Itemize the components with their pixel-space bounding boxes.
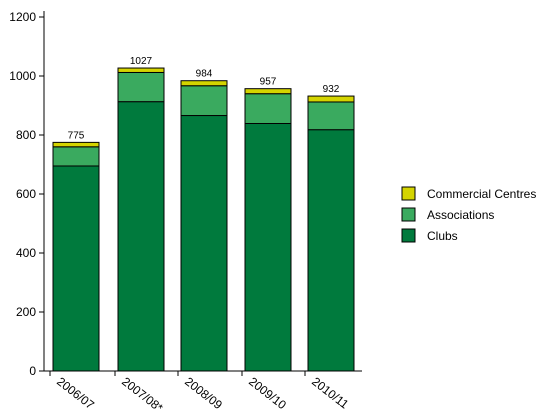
bar-total-label: 775 bbox=[68, 130, 85, 141]
bar-segment-associations bbox=[244, 93, 292, 124]
bar-segment-commercial-centres bbox=[180, 80, 228, 87]
bar-segment-associations bbox=[117, 71, 165, 103]
x-tick-label: 2007/08* bbox=[119, 374, 166, 414]
y-tick-label: 0 bbox=[29, 364, 36, 378]
y-tick-label: 1000 bbox=[9, 69, 36, 83]
bar-segment-clubs bbox=[180, 115, 228, 372]
y-tick-label: 800 bbox=[16, 128, 36, 142]
bar-segment-clubs bbox=[117, 101, 165, 372]
x-tick-label: 2008/09 bbox=[182, 374, 225, 412]
legend-label: Commercial Centres bbox=[427, 187, 536, 201]
y-tick-label: 1200 bbox=[9, 10, 36, 24]
bar-total-label: 984 bbox=[196, 69, 213, 80]
x-tick-label: 2006/07 bbox=[54, 374, 97, 412]
bar-segment-commercial-centres bbox=[307, 95, 355, 103]
bar-segment-clubs bbox=[307, 129, 355, 372]
bars bbox=[52, 67, 355, 372]
bar-segment-commercial-centres bbox=[52, 141, 100, 148]
bar-segment-associations bbox=[52, 146, 100, 167]
legend-label: Clubs bbox=[427, 229, 458, 243]
legend: Commercial Centres Associations Clubs bbox=[401, 186, 536, 243]
bar-segment-associations bbox=[180, 85, 228, 117]
x-tick-label: 2009/10 bbox=[246, 374, 289, 412]
legend-swatch bbox=[401, 186, 416, 201]
bar-segment-clubs bbox=[52, 165, 100, 372]
x-tick-label: 2010/11 bbox=[309, 374, 351, 411]
bar-total-label: 1027 bbox=[130, 56, 153, 67]
bar-segment-commercial-centres bbox=[117, 67, 165, 73]
y-tick-label: 200 bbox=[16, 305, 36, 319]
legend-swatch bbox=[401, 207, 416, 222]
y-tick-label: 400 bbox=[16, 246, 36, 260]
legend-label: Associations bbox=[427, 208, 494, 222]
bar-segment-commercial-centres bbox=[244, 88, 292, 95]
bar-total-label: 957 bbox=[260, 77, 277, 88]
bar-segment-clubs bbox=[244, 122, 292, 372]
legend-swatch bbox=[401, 228, 416, 243]
y-tick-label: 600 bbox=[16, 187, 36, 201]
bar-total-label: 932 bbox=[323, 84, 340, 95]
bar-segment-associations bbox=[307, 101, 355, 131]
data-labels: 775 1027 984 957 932 bbox=[68, 56, 340, 141]
